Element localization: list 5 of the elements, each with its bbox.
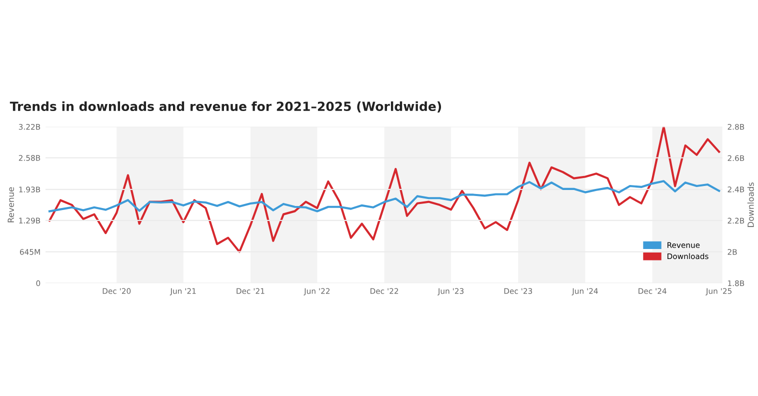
line-series — [48, 126, 720, 253]
y2-axis-title: Downloads — [747, 182, 754, 227]
y-axis-title: Revenue — [8, 187, 14, 222]
line-series — [48, 180, 720, 212]
chart-title: Trends in downloads and revenue for 2021–2025 (Worldwide) — [10, 101, 442, 113]
